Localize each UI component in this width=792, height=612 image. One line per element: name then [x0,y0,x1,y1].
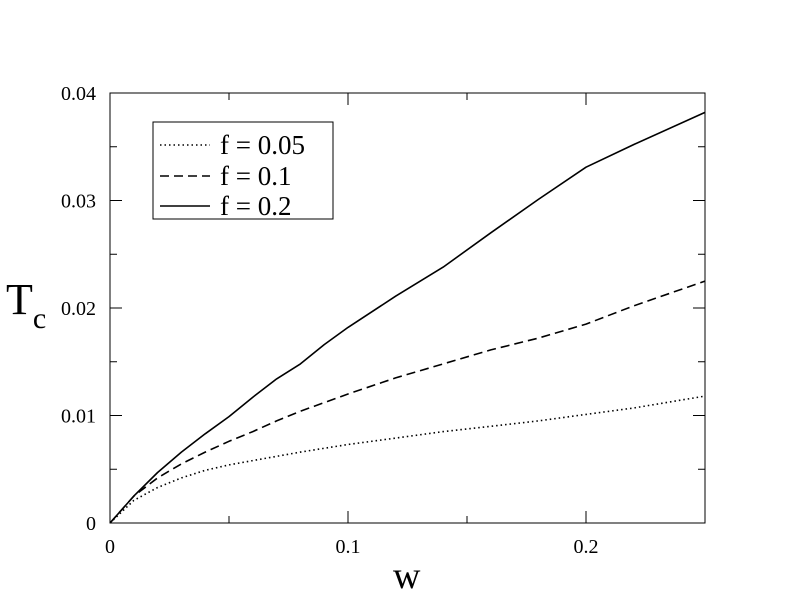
series-line-3 [109,111,706,524]
x-tick-label: 0.2 [574,536,599,558]
y-tick-label: 0.01 [61,406,96,428]
x-tick-label: 0 [105,536,115,558]
legend-box [152,121,334,220]
legend-label-2: f = 0.1 [220,161,291,191]
y-tick-label: 0.04 [61,83,96,105]
legend-label-1: f = 0.05 [220,130,305,160]
y-axis-title: Tc [6,275,46,335]
legend-label-3: f = 0.2 [220,191,291,221]
x-tick-label: 0.1 [336,536,361,558]
plot-frame [109,92,706,524]
series-line-2 [109,280,706,524]
series-curves [109,111,706,524]
y-axis-title-main: T [6,275,33,324]
x-axis-title: w [393,555,421,597]
tick-labels: 0 0.1 0.2 0 0.01 0.02 0.03 0.04 [61,83,599,558]
y-tick-label: 0 [86,513,96,535]
series-line-1 [109,395,706,524]
y-tick-label: 0.02 [61,298,96,320]
y-axis-title-subscript: c [33,302,46,335]
legend: f = 0.05f = 0.1f = 0.2 [152,121,334,221]
y-tick-label: 0.03 [61,191,96,213]
